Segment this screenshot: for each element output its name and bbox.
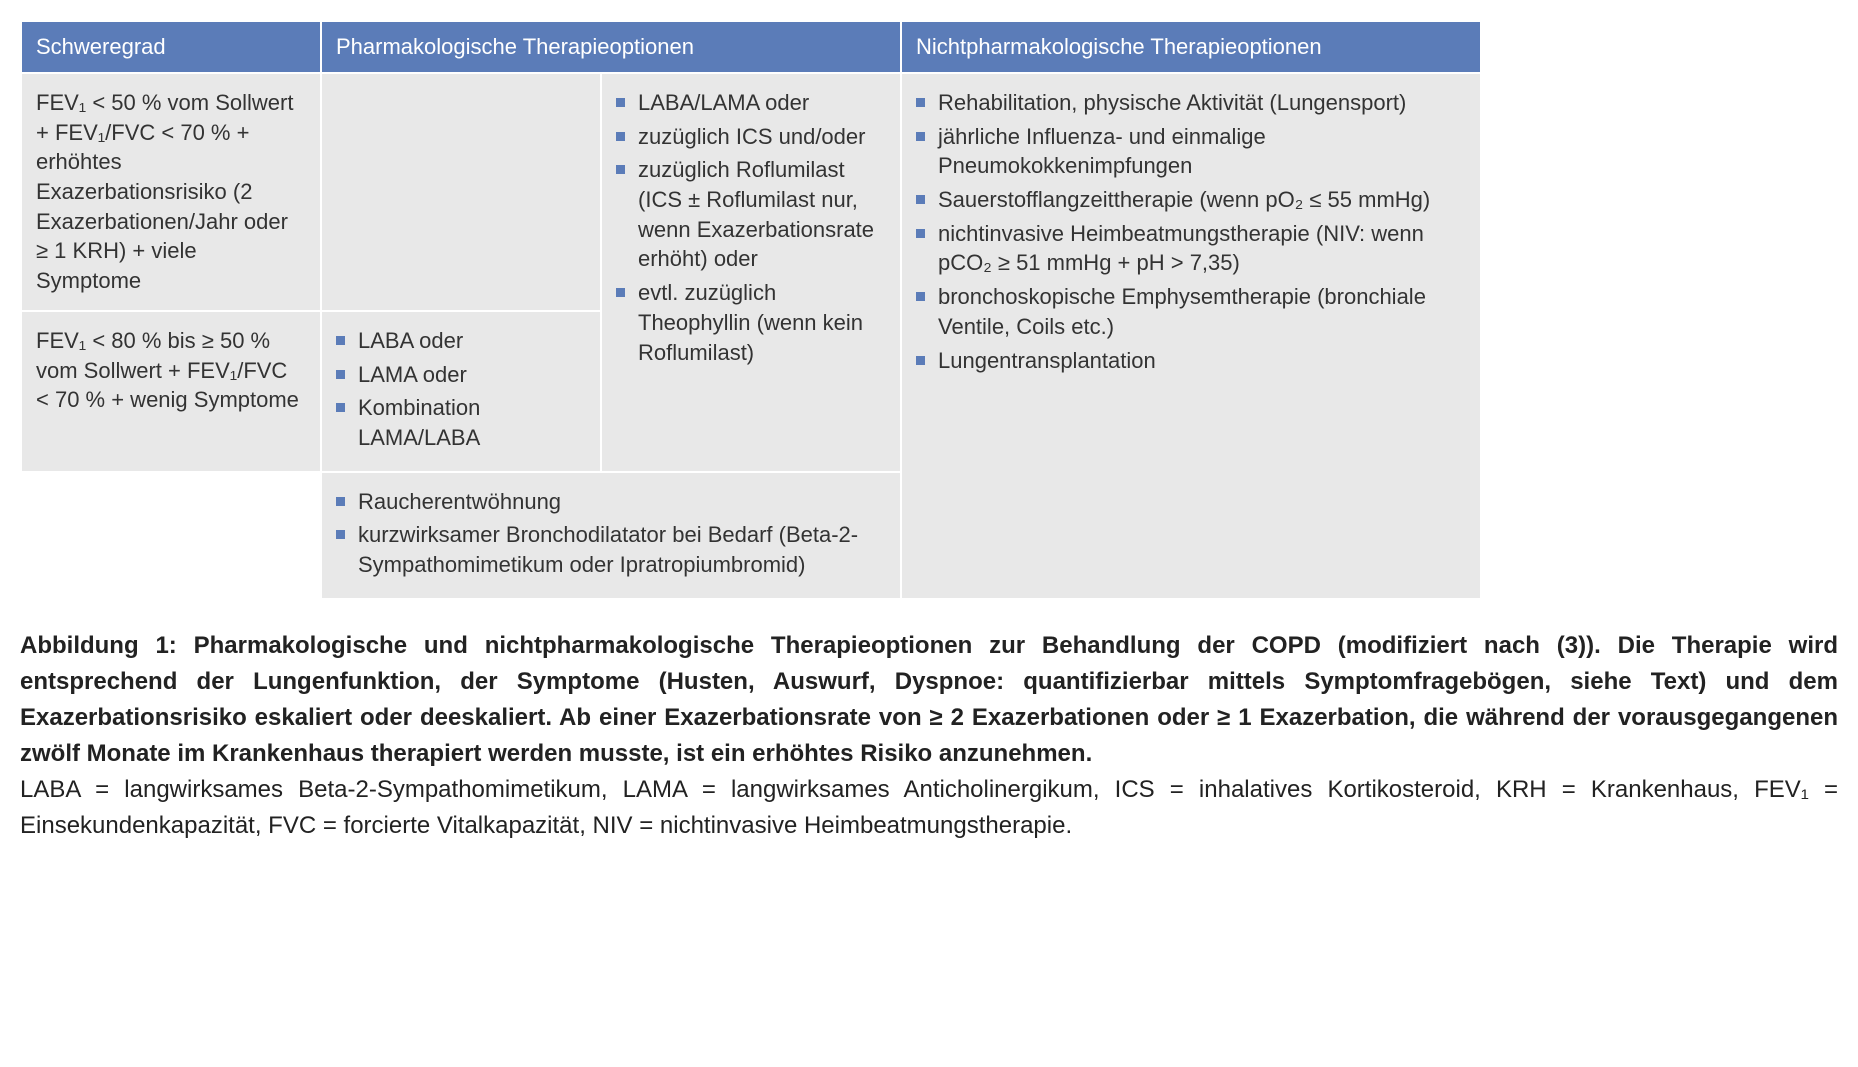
list-item: evtl. zuzüglich Theophyllin (wenn kein R… <box>616 278 886 367</box>
header-nonpharm: Nichtpharmakologische Therapieoptionen <box>901 21 1481 73</box>
pharm-row1-col2 <box>321 73 601 311</box>
list-item: bronchoskopische Emphysemtherapie (bronc… <box>916 282 1466 341</box>
list-item: Sauerstofflangzeittherapie (wenn pO₂ ≤ 5… <box>916 185 1466 215</box>
list-item: LABA oder <box>336 326 586 356</box>
nonpharm-list: Rehabilitation, physische Aktivität (Lun… <box>916 88 1466 375</box>
severity-row1: FEV₁ < 50 % vom Sollwert + FEV₁/FVC < 70… <box>21 73 321 311</box>
therapy-table: Schweregrad Pharmakologische Therapieopt… <box>20 20 1838 600</box>
pharm-row2-list: LABA oder LAMA oder Kombination LAMA/LAB… <box>336 326 586 453</box>
header-pharm: Pharmakologische Therapieoptionen <box>321 21 901 73</box>
list-item: nichtinvasive Heimbeatmungstherapie (NIV… <box>916 219 1466 278</box>
pharm-bottom-list: Raucherentwöhnung kurzwirksamer Bronchod… <box>336 487 886 580</box>
list-item: Kombination LAMA/LABA <box>336 393 586 452</box>
caption-regular: LABA = langwirksames Beta-2-Sympathomime… <box>20 776 1838 839</box>
list-item: jährliche Influenza- und einmalige Pneum… <box>916 122 1466 181</box>
list-item: zuzüglich Roflumilast (ICS ± Roflumilast… <box>616 155 886 274</box>
pharm-col3-span: LABA/LAMA oder zuzüglich ICS und/oder zu… <box>601 73 901 472</box>
header-severity: Schweregrad <box>21 21 321 73</box>
list-item: LABA/LAMA oder <box>616 88 886 118</box>
list-item: Raucherentwöhnung <box>336 487 886 517</box>
list-item: LAMA oder <box>336 360 586 390</box>
list-item: Rehabilitation, physische Aktivität (Lun… <box>916 88 1466 118</box>
severity-row2: FEV₁ < 80 % bis ≥ 50 % vom Sollwert + FE… <box>21 311 321 472</box>
figure-caption: Abbildung 1: Pharmakologische und nichtp… <box>20 628 1838 844</box>
caption-bold: Abbildung 1: Pharmakologische und nichtp… <box>20 632 1838 767</box>
nonpharm-cell: Rehabilitation, physische Aktivität (Lun… <box>901 73 1481 599</box>
pharm-row2-col2: LABA oder LAMA oder Kombination LAMA/LAB… <box>321 311 601 472</box>
pharm-bottom-span: Raucherentwöhnung kurzwirksamer Bronchod… <box>321 472 901 599</box>
list-item: kurzwirksamer Bronchodilatator bei Bedar… <box>336 520 886 579</box>
pharm-col3-list: LABA/LAMA oder zuzüglich ICS und/oder zu… <box>616 88 886 367</box>
list-item: zuzüglich ICS und/oder <box>616 122 886 152</box>
list-item: Lungentransplantation <box>916 346 1466 376</box>
